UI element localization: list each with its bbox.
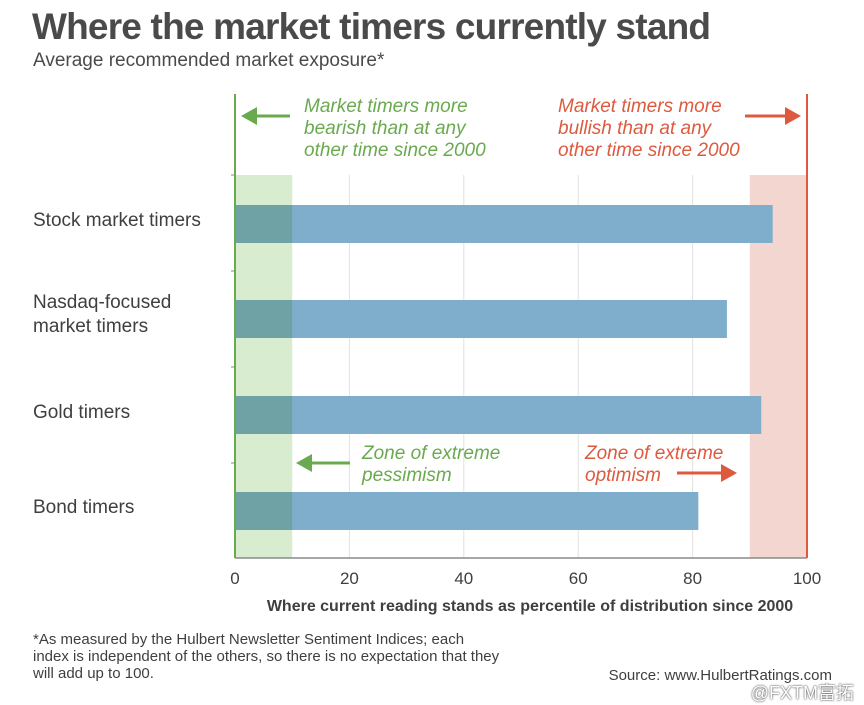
x-tick-label: 100 xyxy=(793,569,821,588)
category-label: Stock market timers xyxy=(33,210,201,231)
pessimism-annotation: Zone of extreme xyxy=(361,443,500,464)
bar-zone-overlap xyxy=(235,396,293,434)
bearish-annotation: other time since 2000 xyxy=(304,140,486,161)
chart-subtitle: Average recommended market exposure* xyxy=(33,50,385,71)
optimism-annotation: Zone of extreme xyxy=(584,443,723,464)
bar xyxy=(235,396,762,434)
x-axis-label: Where current reading stands as percenti… xyxy=(267,598,793,615)
bar-zone-overlap xyxy=(235,300,293,338)
pessimism-annotation: pessimism xyxy=(361,465,452,486)
optimism-arrow-head xyxy=(721,464,737,482)
footnote: *As measured by the Hulbert Newsletter S… xyxy=(33,631,500,682)
bullish-arrow-head xyxy=(785,107,801,125)
bar xyxy=(235,492,699,530)
watermark-logo: @FXTM富拓 xyxy=(750,683,854,703)
x-tick-label: 60 xyxy=(569,569,588,588)
optimism-annotation: optimism xyxy=(585,465,661,486)
x-tick-label: 40 xyxy=(454,569,473,588)
bar xyxy=(235,205,773,243)
source-credit: Source: www.HulbertRatings.com xyxy=(608,667,832,684)
pessimism-arrow-head xyxy=(296,454,312,472)
bullish-annotation: other time since 2000 xyxy=(558,140,740,161)
bullish-annotation: bullish than at any xyxy=(558,118,713,139)
chart-title: Where the market timers currently stand xyxy=(32,6,711,47)
bearish-annotation: Market timers more xyxy=(304,96,468,117)
bar-zone-overlap xyxy=(235,492,293,530)
x-tick-label: 0 xyxy=(230,569,239,588)
bar xyxy=(235,300,727,338)
category-label: Bond timers xyxy=(33,497,134,518)
bearish-arrow-head xyxy=(241,107,257,125)
category-label: market timers xyxy=(33,316,148,337)
category-label: Gold timers xyxy=(33,402,130,423)
bar-zone-overlap xyxy=(235,205,293,243)
x-tick-label: 80 xyxy=(683,569,702,588)
bearish-annotation: bearish than at any xyxy=(304,118,467,139)
x-tick-label: 20 xyxy=(340,569,359,588)
category-label: Nasdaq-focused xyxy=(33,292,171,313)
bullish-annotation: Market timers more xyxy=(558,96,722,117)
